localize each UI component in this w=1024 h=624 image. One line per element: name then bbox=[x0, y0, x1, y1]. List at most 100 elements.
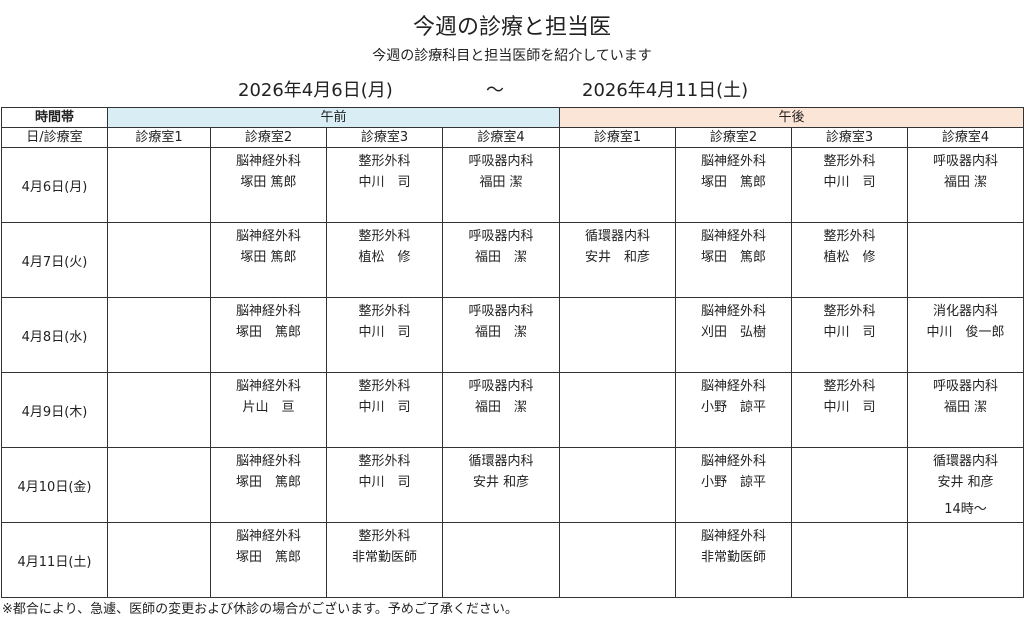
schedule-cell: 脳神経外科 非常勤医師 bbox=[675, 522, 793, 598]
schedule-cell: 循環器内科安井 和彦 14時～ bbox=[907, 447, 1024, 523]
department-name: 脳神経外科 bbox=[235, 304, 301, 319]
day-label: 4月11日(土) bbox=[1, 522, 108, 598]
doctor-name: 小野 諒平 bbox=[701, 400, 767, 415]
doctor-name: 中川 司 bbox=[823, 175, 876, 190]
schedule-cell-empty bbox=[559, 147, 677, 223]
schedule-cell-empty bbox=[107, 447, 211, 523]
department-name: 消化器内科 bbox=[933, 304, 999, 319]
department-name: 脳神経外科 bbox=[701, 304, 767, 319]
schedule-cell-empty bbox=[791, 522, 909, 598]
schedule-note: 14時～ bbox=[944, 502, 987, 517]
doctor-name: 非常勤医師 bbox=[351, 550, 417, 565]
page-title: 今週の診療と担当医 bbox=[412, 15, 611, 40]
schedule-cell: 呼吸器内科 福田 潔 bbox=[441, 147, 561, 223]
schedule-cell-empty bbox=[441, 522, 561, 598]
department-name: 整形外科 bbox=[823, 154, 876, 169]
schedule-row: 4月11日(土) 脳神経外科 塚田 篤郎 整形外科 非常勤医師 脳神経外科 非常勤医師 bbox=[1, 522, 1024, 598]
footnote: ※都合により、急遽、医師の変更および休診の場合がございます。予めご了承ください。 bbox=[2, 602, 518, 617]
department-name: 脳神経外科 bbox=[235, 229, 301, 244]
department-name: 呼吸器内科 bbox=[468, 229, 534, 244]
schedule-row: 4月7日(火) 脳神経外科 塚田 篤郎 整形外科 植松 修呼吸器内科 福田 潔循環器内科安… bbox=[1, 222, 1024, 298]
schedule-cell: 呼吸器内科 福田 潔 bbox=[907, 147, 1024, 223]
doctor-name: 塚田 篤郎 bbox=[701, 175, 767, 190]
schedule-cell: 整形外科 中川 司 bbox=[791, 372, 909, 448]
doctor-name: 中川 司 bbox=[823, 325, 876, 340]
doctor-name: 非常勤医師 bbox=[701, 550, 767, 565]
doctor-name: 小野 諒平 bbox=[701, 475, 767, 490]
doctor-name: 福田 潔 bbox=[475, 400, 528, 415]
schedule-cell: 脳神経外科塚田 篤郎 bbox=[210, 522, 327, 598]
schedule-cell: 整形外科 中川 司 bbox=[326, 447, 443, 523]
period-header-row: 時間帯 午前 午後 bbox=[1, 107, 1024, 128]
room-header: 診療室4 bbox=[441, 127, 561, 148]
doctor-name: 刈田 弘樹 bbox=[701, 325, 767, 340]
department-name: 整形外科 bbox=[358, 229, 411, 244]
doctor-name: 中川 司 bbox=[358, 475, 411, 490]
schedule-cell-empty bbox=[107, 222, 211, 298]
schedule-cell: 脳神経外科 片山 亘 bbox=[210, 372, 327, 448]
department-name: 呼吸器内科 bbox=[468, 154, 534, 169]
department-name: 呼吸器内科 bbox=[933, 154, 999, 169]
schedule-cell-empty bbox=[907, 522, 1024, 598]
date-range-start: 2026年4月6日(月) bbox=[238, 80, 393, 101]
schedule-cell-empty bbox=[907, 222, 1024, 298]
doctor-name: 中川 司 bbox=[358, 325, 411, 340]
department-name: 循環器内科 bbox=[933, 454, 999, 469]
corner-time-label: 時間帯 bbox=[1, 107, 108, 128]
schedule-cell: 整形外科 中川 司 bbox=[791, 297, 909, 373]
department-name: 整形外科 bbox=[358, 454, 411, 469]
schedule-cell: 呼吸器内科 福田 潔 bbox=[441, 372, 561, 448]
department-name: 呼吸器内科 bbox=[468, 304, 534, 319]
doctor-name: 安井 和彦 bbox=[937, 475, 994, 490]
schedule-row: 4月6日(月) 脳神経外科 塚田 篤郎 整形外科 中川 司呼吸器内科 福田 潔脳神経外科塚… bbox=[1, 147, 1024, 223]
doctor-name: 塚田 篤郎 bbox=[235, 550, 301, 565]
schedule-cell-empty bbox=[559, 297, 677, 373]
date-range-separator: 〜 bbox=[486, 80, 504, 101]
schedule-cell-empty bbox=[791, 447, 909, 523]
room-header: 診療室2 bbox=[675, 127, 793, 148]
department-name: 脳神経外科 bbox=[235, 379, 301, 394]
schedule-cell: 整形外科 中川 司 bbox=[326, 297, 443, 373]
schedule-cell-empty bbox=[107, 147, 211, 223]
schedule-cell: 消化器内科中川 俊一郎 bbox=[907, 297, 1024, 373]
schedule-cell: 呼吸器内科 福田 潔 bbox=[441, 222, 561, 298]
schedule-cell: 呼吸器内科 福田 潔 bbox=[441, 297, 561, 373]
date-range-end: 2026年4月11日(土) bbox=[582, 80, 749, 101]
department-name: 脳神経外科 bbox=[701, 229, 767, 244]
day-label: 4月8日(水) bbox=[1, 297, 108, 373]
doctor-name: 塚田 篤郎 bbox=[235, 475, 301, 490]
department-name: 脳神経外科 bbox=[701, 454, 767, 469]
pm-header: 午後 bbox=[559, 107, 1024, 128]
schedule-cell: 脳神経外科 塚田 篤郎 bbox=[210, 297, 327, 373]
schedule-row: 4月8日(水) 脳神経外科 塚田 篤郎 整形外科 中川 司呼吸器内科 福田 潔脳神経外科刈… bbox=[1, 297, 1024, 373]
room-header: 診療室1 bbox=[559, 127, 677, 148]
schedule-cell: 脳神経外科塚田 篤郎 bbox=[675, 222, 793, 298]
department-name: 脳神経外科 bbox=[235, 529, 301, 544]
schedule-body: 4月6日(月) 脳神経外科 塚田 篤郎 整形外科 中川 司呼吸器内科 福田 潔脳神経外科塚… bbox=[1, 147, 1024, 598]
schedule-row: 4月9日(木) 脳神経外科 片山 亘整形外科 中川 司呼吸器内科 福田 潔脳神経外科 小野… bbox=[1, 372, 1024, 448]
doctor-name: 中川 俊一郎 bbox=[926, 325, 1005, 340]
doctor-name: 塚田 篤郎 bbox=[701, 250, 767, 265]
schedule-cell: 循環器内科 安井 和彦 bbox=[559, 222, 677, 298]
department-name: 整形外科 bbox=[823, 229, 876, 244]
department-name: 循環器内科 bbox=[585, 229, 651, 244]
schedule-cell: 整形外科 中川 司 bbox=[326, 372, 443, 448]
schedule-row: 4月10日(金) 脳神経外科 塚田 篤郎 整形外科 中川 司循環器内科 安井 和彦 脳神経外… bbox=[1, 447, 1024, 523]
schedule-cell-empty bbox=[107, 297, 211, 373]
room-header: 診療室3 bbox=[791, 127, 909, 148]
schedule-cell-empty bbox=[107, 372, 211, 448]
department-name: 整形外科 bbox=[358, 529, 411, 544]
department-name: 脳神経外科 bbox=[235, 154, 301, 169]
department-name: 脳神経外科 bbox=[235, 454, 301, 469]
schedule-cell: 脳神経外科塚田 篤郎 bbox=[210, 447, 327, 523]
doctor-name: 福田 潔 bbox=[475, 325, 528, 340]
doctor-name: 中川 司 bbox=[358, 175, 411, 190]
schedule-cell: 整形外科 中川 司 bbox=[791, 147, 909, 223]
schedule-cell: 脳神経外科刈田 弘樹 bbox=[675, 297, 793, 373]
department-name: 整形外科 bbox=[358, 379, 411, 394]
department-name: 整形外科 bbox=[358, 304, 411, 319]
doctor-name: 植松 修 bbox=[358, 250, 411, 265]
doctor-name: 福田 潔 bbox=[943, 400, 988, 415]
doctor-name: 安井 和彦 bbox=[472, 475, 530, 490]
schedule-cell-empty bbox=[559, 447, 677, 523]
